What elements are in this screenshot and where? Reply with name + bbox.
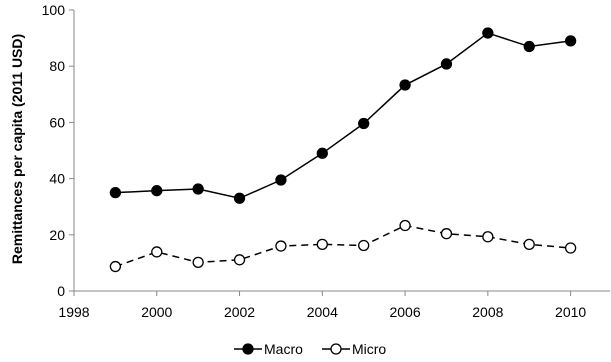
macro-point: [523, 40, 535, 53]
macro-point: [358, 117, 370, 130]
x-tick-label: 2002: [224, 304, 255, 320]
micro-point: [523, 238, 535, 251]
legend-micro-label: Micro: [352, 341, 386, 357]
y-tick-label: 100: [42, 2, 66, 18]
y-axis-ticks: 0 20 40 60 80 100: [42, 2, 74, 299]
micro-point: [109, 260, 122, 273]
y-tick-label: 20: [49, 227, 65, 243]
micro-point: [233, 254, 246, 266]
macro-point: [151, 185, 163, 197]
micro-point: [440, 228, 453, 240]
macro-point: [440, 58, 453, 70]
micro-point: [358, 239, 370, 252]
x-tick-label: 2008: [472, 304, 503, 320]
macro-point: [316, 147, 328, 159]
micro-series-line: [115, 224, 571, 268]
micro-point: [151, 246, 163, 258]
macro-point: [564, 35, 577, 47]
x-axis-ticks: 1998 2000 2002 2004 2006 2008 2010: [58, 291, 586, 320]
x-tick-label: 2006: [389, 304, 420, 320]
y-tick-label: 40: [49, 171, 65, 187]
legend-micro-marker: [330, 343, 342, 355]
macro-point: [233, 192, 246, 204]
x-tick-label: 2004: [307, 304, 338, 320]
macro-point: [399, 79, 411, 91]
legend-macro-label: Macro: [264, 341, 303, 357]
micro-point: [275, 240, 287, 252]
y-axis-title: Remittances per capita (2011 USD): [9, 34, 25, 264]
micro-point: [316, 238, 328, 251]
x-tick-label: 1998: [58, 304, 89, 320]
macro-point: [109, 186, 122, 199]
y-tick-label: 0: [57, 283, 65, 299]
macro-point: [482, 27, 494, 39]
macro-point: [275, 174, 287, 186]
micro-point: [192, 256, 204, 268]
macro-series-line: [115, 32, 571, 200]
legend-macro-marker: [242, 343, 254, 355]
legend: Macro Micro: [234, 341, 386, 357]
y-tick-label: 60: [49, 114, 65, 130]
micro-point: [482, 231, 494, 243]
y-tick-label: 80: [49, 58, 65, 74]
x-tick-label: 2000: [141, 304, 172, 320]
macro-point: [192, 183, 204, 195]
micro-point: [564, 242, 577, 254]
series-group: [109, 27, 577, 273]
axes: [73, 10, 610, 292]
x-tick-label: 2010: [555, 304, 586, 320]
micro-point: [399, 219, 411, 232]
